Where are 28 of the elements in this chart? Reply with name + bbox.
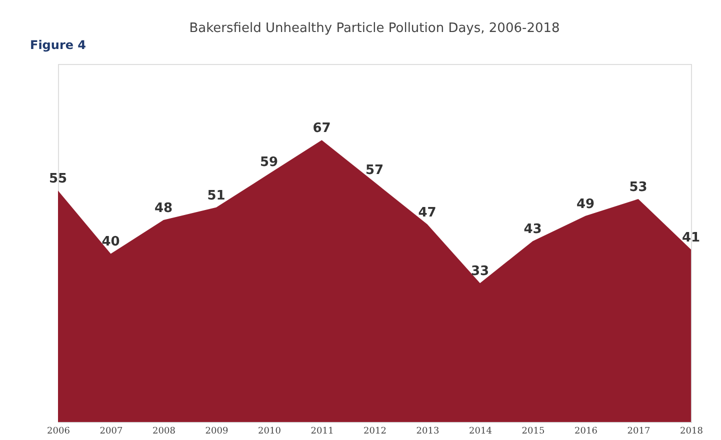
data-label: 33 [470, 264, 490, 280]
x-tick-label: 2006 [47, 426, 70, 436]
data-label: 57 [365, 163, 384, 178]
x-tick-label: 2008 [152, 426, 176, 436]
x-tick-label: 2010 [258, 426, 282, 436]
data-label: 67 [312, 121, 331, 136]
data-label: 41 [682, 230, 700, 246]
x-tick-label: 2011 [310, 426, 334, 436]
x-tick-label: 2013 [416, 426, 440, 436]
chart-title: Bakersfield Unhealthy Particle Pollution Days, 2006-2018 [189, 21, 560, 36]
x-tick-label: 2014 [469, 426, 492, 436]
data-label: 47 [418, 205, 436, 220]
x-tick-label: 2015 [522, 426, 545, 436]
data-label: 43 [524, 222, 542, 238]
data-label: 59 [260, 154, 278, 170]
x-tick-label: 2017 [627, 426, 650, 436]
data-label: 49 [576, 196, 595, 212]
data-label: 55 [48, 172, 68, 187]
x-tick-label: 2018 [680, 426, 704, 436]
data-label: 40 [102, 234, 120, 250]
x-tick-label: 2009 [205, 426, 228, 436]
data-label: 53 [629, 180, 648, 196]
caption: Figure 4 [30, 38, 86, 52]
data-label: 48 [154, 201, 173, 216]
x-tick-label: 2007 [100, 426, 123, 436]
data-label: 51 [207, 188, 226, 204]
x-tick-label: 2012 [364, 426, 386, 436]
x-tick-label: 2016 [574, 426, 598, 436]
